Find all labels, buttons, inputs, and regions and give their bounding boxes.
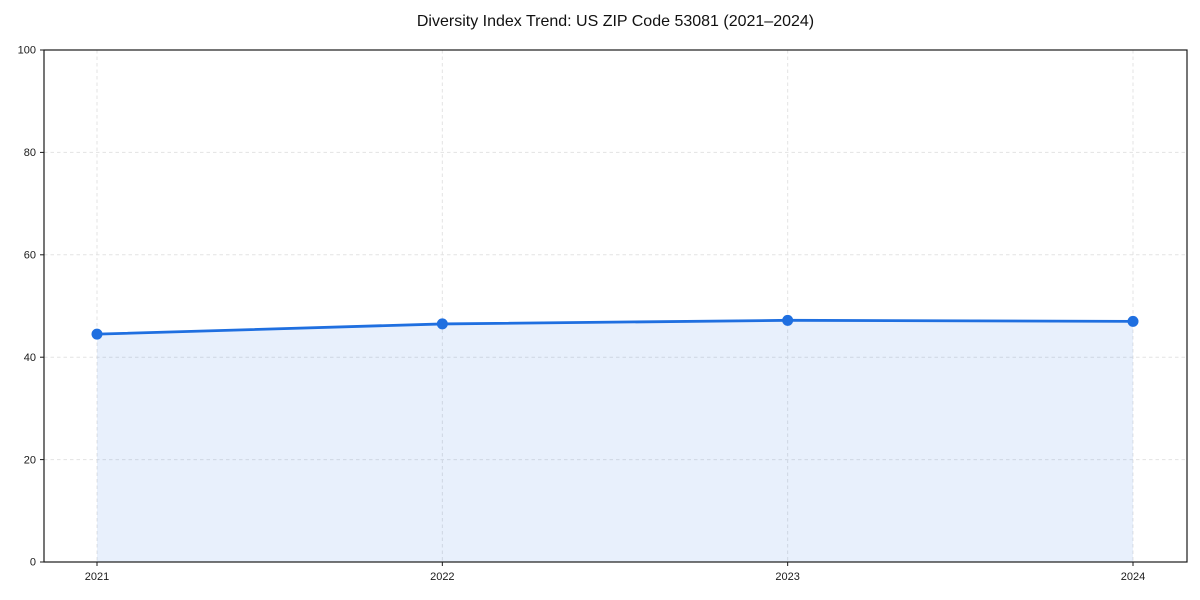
y-tick-label: 0 (30, 557, 36, 569)
y-tick-label: 100 (18, 45, 36, 57)
x-tick-label: 2022 (430, 571, 454, 583)
axes-frame (43, 49, 1188, 563)
x-tick-label: 2023 (775, 571, 799, 583)
y-tick-label: 40 (24, 352, 36, 364)
y-tick-label: 80 (24, 147, 36, 159)
x-tick-label: 2024 (1121, 571, 1145, 583)
data-point-2022 (436, 318, 448, 330)
data-point-2023 (782, 314, 794, 326)
y-tick-label: 60 (24, 250, 36, 262)
y-tick-label: 20 (24, 454, 36, 466)
x-tick-label: 2021 (85, 571, 109, 583)
trend-line (95, 318, 1135, 336)
data-point-2021 (91, 328, 103, 340)
chart-title: Diversity Index Trend: US ZIP Code 53081… (416, 13, 815, 30)
data-point-2024 (1127, 315, 1139, 327)
area-fill (97, 320, 1133, 562)
